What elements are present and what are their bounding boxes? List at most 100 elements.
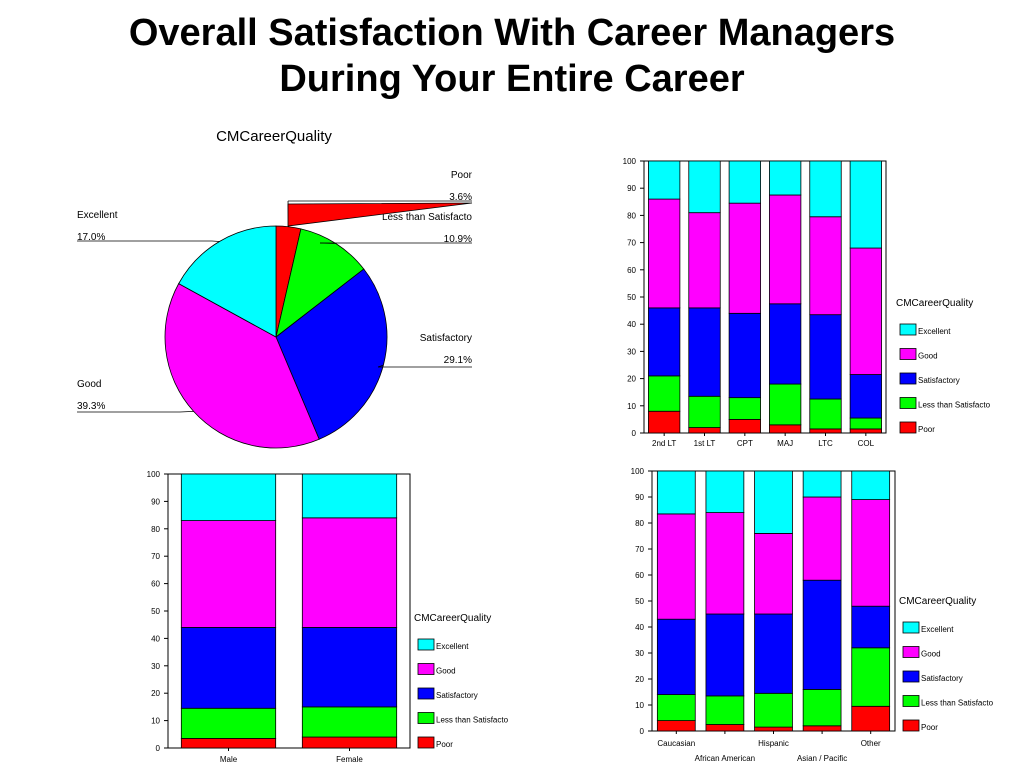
bar-segment-maj-excellent (769, 160, 802, 196)
bar-segment-1st-lt-excellent (688, 160, 721, 214)
bar-segment-asian-pacific-less-than-satisfacto (802, 689, 842, 727)
bar-segment-2nd-lt-less-than-satisfacto (648, 375, 681, 412)
pie-slice-good (164, 283, 320, 449)
legend-swatch-poor (417, 736, 435, 749)
bar-segment-other-poor (851, 705, 891, 732)
bar-segment-cpt-less-than-satisfacto (728, 397, 761, 420)
bar-segment-hispanic-less-than-satisfacto (754, 692, 793, 728)
pie-chart: CMCareerQuality Poor 3.6% Less than Satisfa… (77, 128, 473, 449)
x-tick-label-other: Other (861, 739, 881, 748)
legend-label-good: Good (436, 667, 456, 676)
y-tick-label: 70 (627, 239, 636, 248)
legend-label-satisfactory: Satisfactory (436, 691, 478, 700)
bar-segment-other-good (851, 499, 891, 607)
x-tick-label-female: Female (336, 755, 363, 764)
y-tick-label: 90 (635, 493, 644, 502)
bar-segment-asian-pacific-excellent (802, 470, 842, 498)
y-tick-label: 0 (632, 429, 637, 438)
bar-segment-2nd-lt-excellent (648, 160, 681, 200)
legend-label-poor: Poor (436, 740, 453, 749)
bar-segment-other-excellent (851, 470, 891, 501)
pie-leader-connector-less-than-satisfacto (319, 242, 336, 244)
bar-segment-asian-pacific-satisfactory (802, 579, 842, 690)
bar-segment-male-poor (180, 738, 277, 749)
pie-value-excellent: 17.0% (77, 232, 105, 243)
y-tick-label: 100 (147, 470, 161, 479)
y-tick-label: 0 (156, 744, 161, 753)
legend-swatch-excellent (417, 638, 435, 651)
legend-swatch-excellent (899, 323, 917, 336)
x-tick-label-african-american: African American (695, 754, 755, 763)
bar-segment-col-good (849, 247, 882, 375)
bar-segment-african-american-satisfactory (705, 613, 745, 697)
y-tick-label: 30 (627, 347, 636, 356)
bar-segment-ltc-less-than-satisfacto (809, 398, 842, 430)
bar-chart-rank: 0 10 20 30 40 50 60 70 80 90 100 2nd LT 1st LT CPT MAJ… (623, 157, 887, 448)
bar-segment-other-satisfactory (851, 605, 891, 649)
bar-chart-gender: 0 10 20 30 40 50 60 70 80 90 100 Male Female (147, 470, 411, 764)
bar-segment-ltc-poor (809, 428, 842, 434)
bar-segment-hispanic-satisfactory (754, 613, 793, 694)
legend-swatch-good (899, 348, 917, 360)
x-tick-label-caucasian: Caucasian (657, 739, 695, 748)
y-tick-label: 10 (151, 717, 160, 726)
x-tick-label-col: COL (858, 439, 875, 448)
pie-leader-connector-good (179, 410, 194, 413)
bar-segment-caucasian-excellent (656, 470, 696, 515)
pie-label-less-than-satisfacto: Less than Satisfacto (382, 212, 472, 223)
legend-label-excellent: Excellent (921, 625, 954, 634)
legend-swatch-satisfactory (899, 372, 917, 385)
y-tick-label: 100 (623, 157, 637, 166)
legend-title: CMCareerQuality (899, 596, 976, 607)
bar-segment-female-good (301, 517, 398, 628)
x-tick-label-hispanic: Hispanic (758, 739, 789, 748)
legend-label-good: Good (918, 352, 938, 361)
y-tick-label: 0 (640, 727, 645, 736)
y-tick-label: 10 (627, 402, 636, 411)
y-tick-label: 80 (627, 211, 636, 220)
legend-swatch-less-than-satisfacto (902, 695, 920, 707)
legend-label-less-than-satisfacto: Less than Satisfacto (918, 401, 991, 410)
bar-segment-hispanic-excellent (754, 470, 793, 534)
legend-label-less-than-satisfacto: Less than Satisfacto (436, 716, 509, 725)
pie-value-good: 39.3% (77, 401, 105, 412)
bar-segment-ltc-satisfactory (809, 314, 842, 400)
legend-swatch-less-than-satisfacto (899, 397, 917, 409)
y-tick-label: 40 (151, 634, 160, 643)
bar-segment-col-satisfactory (849, 374, 882, 419)
bar-segment-male-less-than-satisfacto (180, 707, 277, 739)
x-tick-label-1st-lt: 1st LT (694, 439, 716, 448)
page-title: Overall Satisfaction With Career Manager… (0, 10, 1024, 102)
x-tick-label-asian-pacific: Asian / Pacific (797, 754, 847, 763)
y-tick-label: 70 (635, 545, 644, 554)
pie-leader-connector-satisfactory (377, 364, 384, 368)
bar-segment-caucasian-good (656, 513, 696, 620)
bar-segment-ltc-excellent (809, 160, 842, 218)
legend-title: CMCareerQuality (414, 613, 491, 624)
legend-label-excellent: Excellent (436, 642, 469, 651)
y-tick-label: 60 (151, 580, 160, 589)
y-tick-label: 20 (151, 689, 160, 698)
bar-segment-african-american-less-than-satisfacto (705, 695, 745, 725)
pie-chart-title: CMCareerQuality (216, 128, 332, 145)
legend-swatch-satisfactory (417, 687, 435, 700)
page-title-line-2: During Your Entire Career (279, 58, 745, 100)
y-tick-label: 50 (627, 293, 636, 302)
x-tick-label-2nd-lt: 2nd LT (652, 439, 676, 448)
y-tick-label: 70 (151, 552, 160, 561)
y-tick-label: 90 (627, 184, 636, 193)
legend-label-poor: Poor (921, 723, 938, 732)
bar-segment-male-good (180, 520, 277, 628)
y-tick-label: 20 (627, 375, 636, 384)
legend-label-poor: Poor (918, 425, 935, 434)
legend-label-less-than-satisfacto: Less than Satisfacto (921, 699, 994, 708)
bar-segment-cpt-satisfactory (728, 312, 761, 399)
legend: CMCareerQuality Excellent Good Satisfactory… (899, 596, 994, 732)
legend-swatch-excellent (902, 621, 920, 634)
bar-segment-caucasian-satisfactory (656, 618, 696, 696)
bar-segment-asian-pacific-good (802, 496, 842, 581)
bar-segment-col-less-than-satisfacto (849, 417, 882, 430)
bar-segment-maj-satisfactory (769, 303, 802, 385)
bar-segment-maj-less-than-satisfacto (769, 383, 802, 426)
